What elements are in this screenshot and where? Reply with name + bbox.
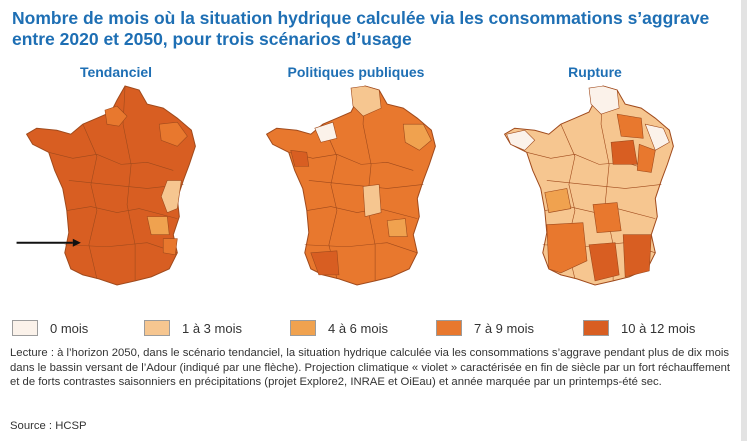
- map-label-politiques-publiques: Politiques publiques: [287, 64, 425, 80]
- map-label-tendanciel: Tendanciel: [79, 64, 153, 80]
- legend-label: 10 à 12 mois: [621, 321, 696, 336]
- legend-swatch-10-12-mois: [583, 320, 609, 336]
- scrollbar-edge: [741, 0, 747, 441]
- adour-arrow-icon: [16, 238, 81, 247]
- map-tendanciel: [16, 85, 196, 286]
- legend-swatch-7-9-mois: [436, 320, 462, 336]
- legend-swatch-0-mois: [12, 320, 38, 336]
- legend-label: 4 à 6 mois: [328, 321, 388, 336]
- map-politiques-publiques: [266, 85, 436, 286]
- legend-swatch-4-6-mois: [290, 320, 316, 336]
- chart-title: Nombre de mois où la situation hydrique …: [12, 8, 710, 49]
- legend-label: 1 à 3 mois: [182, 321, 242, 336]
- source-note: Source : HCSP: [10, 420, 87, 432]
- legend-swatch-1-3-mois: [144, 320, 170, 336]
- legend-label: 7 à 9 mois: [474, 321, 534, 336]
- reading-note: Lecture : à l’horizon 2050, dans le scén…: [10, 347, 731, 388]
- legend-label: 0 mois: [50, 321, 89, 336]
- map-rupture: [504, 85, 674, 286]
- map-label-rupture: Rupture: [568, 64, 622, 80]
